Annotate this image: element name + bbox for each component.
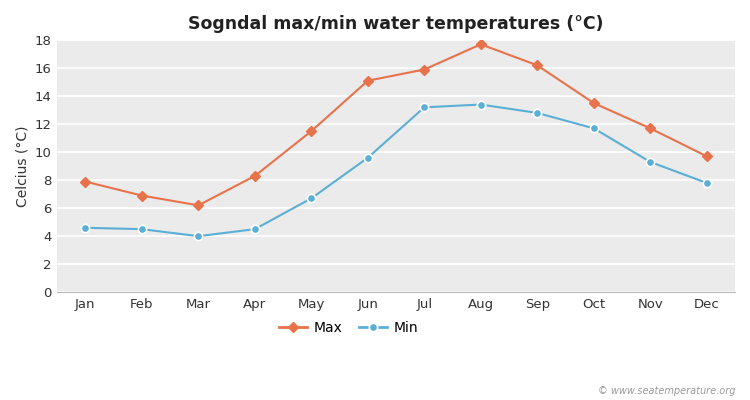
- Y-axis label: Celcius (°C): Celcius (°C): [15, 125, 29, 207]
- Text: © www.seatemperature.org: © www.seatemperature.org: [598, 386, 735, 396]
- Legend: Max, Min: Max, Min: [273, 316, 424, 341]
- Title: Sogndal max/min water temperatures (°C): Sogndal max/min water temperatures (°C): [188, 15, 604, 33]
